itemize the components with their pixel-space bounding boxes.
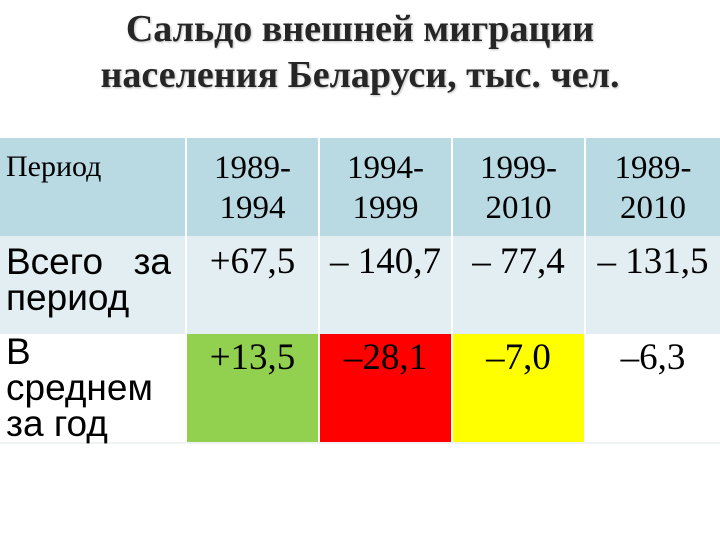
- cell-average-1989-2010: –6,3: [585, 334, 720, 444]
- migration-table: Период 1989- 1994 1994- 1999 1999- 2010 …: [0, 138, 720, 444]
- header-col-1989-1994: 1989- 1994: [186, 138, 320, 236]
- cell-average-1994-1999: –28,1: [319, 334, 453, 444]
- header-col-2-line-1: 1994-: [347, 150, 424, 186]
- value-text: –28,1: [343, 337, 428, 378]
- cell-average-1989-1994: +13,5: [186, 334, 320, 444]
- row-label-average-line-1: В среднем: [6, 331, 153, 408]
- header-col-4-line-2: 2010: [620, 190, 686, 226]
- header-col-4-line-1: 1989-: [614, 150, 692, 186]
- header-col-1994-1999: 1994- 1999: [319, 138, 453, 236]
- cell-total-1989-1994: +67,5: [186, 236, 320, 334]
- row-label-total-line-1: Всего за: [6, 241, 185, 282]
- row-label-total-word-1: Всего: [6, 241, 104, 282]
- header-col-1999-2010: 1999- 2010: [452, 138, 586, 236]
- title-line-2: населения Беларуси, тыс. чел.: [100, 54, 620, 96]
- header-col-3-line-1: 1999-: [480, 150, 557, 186]
- value-text: –6,3: [620, 337, 686, 378]
- header-period: Период: [0, 138, 187, 236]
- header-col-1-line-1: 1989-: [214, 150, 291, 186]
- header-col-3-line-2: 2010: [485, 190, 552, 226]
- table-row-total: Всего за период +67,5 – 140,7 – 77,4 – 1…: [0, 236, 720, 334]
- cell-average-1999-2010: –7,0: [452, 334, 586, 444]
- value-text: – 140,7: [330, 241, 441, 282]
- value-text: – 131,5: [597, 241, 709, 282]
- value-text: +13,5: [209, 337, 296, 378]
- row-label-total-word-2: за: [133, 241, 171, 282]
- header-col-1-line-2: 1994: [219, 190, 286, 226]
- table-header-row: Период 1989- 1994 1994- 1999 1999- 2010 …: [0, 138, 720, 236]
- row-label-total: Всего за период: [0, 236, 187, 334]
- value-text: +67,5: [209, 241, 296, 282]
- header-col-2-line-2: 1999: [352, 190, 419, 226]
- value-text: –7,0: [486, 337, 551, 378]
- cell-total-1989-2010: – 131,5: [585, 236, 720, 334]
- row-label-average-line-2: за год: [6, 403, 108, 444]
- slide-title: Сальдо внешней миграции населения Белару…: [60, 6, 660, 98]
- row-label-average: В среднем за год: [0, 331, 187, 444]
- table-row-average: В среднем за год +13,5 –28,1 –7,0 –6,3: [0, 331, 720, 444]
- cell-total-1999-2010: – 77,4: [452, 236, 586, 334]
- header-col-1989-2010: 1989- 2010: [585, 138, 720, 236]
- row-label-total-line-2: период: [6, 277, 130, 318]
- cell-total-1994-1999: – 140,7: [319, 236, 453, 334]
- value-text: – 77,4: [472, 241, 565, 282]
- title-line-1: Сальдо внешней миграции: [125, 8, 595, 50]
